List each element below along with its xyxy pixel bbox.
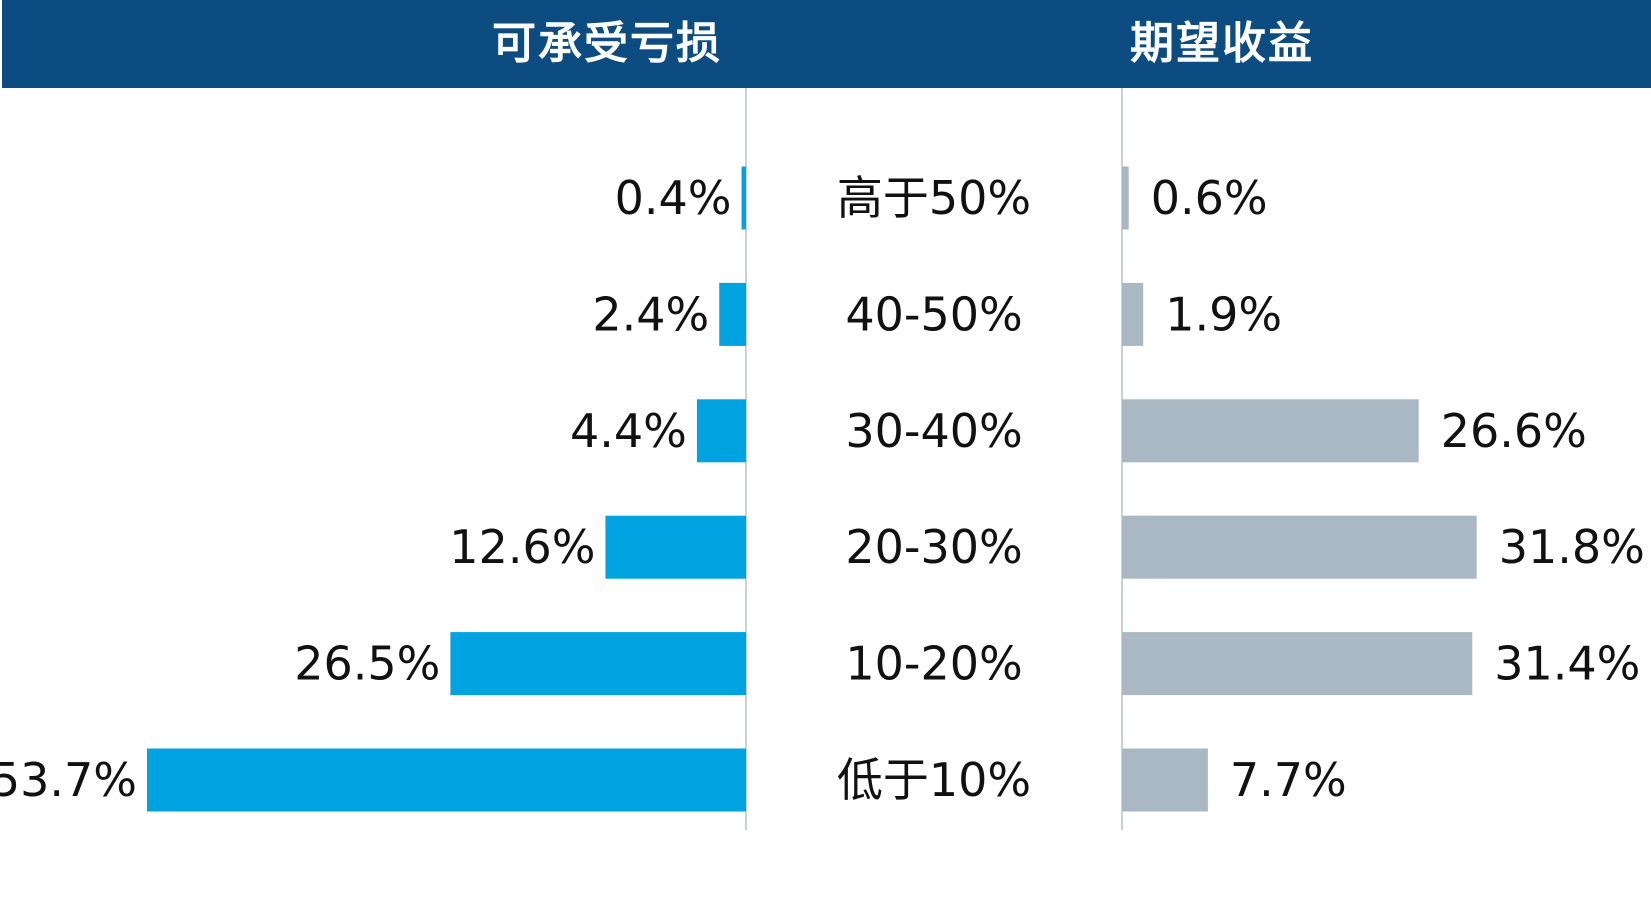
loss-bar [450, 632, 746, 696]
loss-bar [605, 515, 746, 579]
loss-bar [719, 282, 746, 346]
loss-bar [147, 748, 746, 812]
category-label: 30-40% [845, 404, 1022, 458]
return-bar [1122, 515, 1477, 579]
right-panel-title: 期望收益 [1130, 18, 1314, 69]
category-label: 20-30% [845, 520, 1022, 574]
left-panel-title: 可承受亏损 [492, 18, 722, 69]
loss-value-label: 26.5% [294, 637, 440, 691]
return-value-label: 0.6% [1151, 171, 1268, 225]
return-value-label: 31.4% [1494, 637, 1640, 691]
chart-header-bar: 可承受亏损 期望收益 [2, 0, 1651, 88]
loss-value-label: 0.4% [615, 171, 732, 225]
return-value-label: 31.8% [1499, 520, 1645, 574]
return-value-label: 26.6% [1441, 404, 1587, 458]
return-bar [1122, 399, 1419, 463]
return-bar [1122, 632, 1473, 696]
loss-bar [696, 399, 746, 463]
return-bar [1122, 748, 1208, 812]
loss-bar [741, 166, 746, 230]
return-value-label: 7.7% [1230, 753, 1347, 807]
return-value-label: 1.9% [1165, 287, 1282, 341]
loss-value-label: 12.6% [449, 520, 595, 574]
category-label: 低于10% [837, 753, 1031, 807]
return-bar [1122, 166, 1129, 230]
loss-value-label: 2.4% [592, 287, 709, 341]
return-bar [1122, 282, 1144, 346]
loss-value-label: 4.4% [570, 404, 687, 458]
category-label: 10-20% [845, 637, 1022, 691]
category-label: 高于50% [837, 171, 1031, 225]
loss-value-label: 53.7% [0, 753, 137, 807]
category-label: 40-50% [845, 287, 1022, 341]
